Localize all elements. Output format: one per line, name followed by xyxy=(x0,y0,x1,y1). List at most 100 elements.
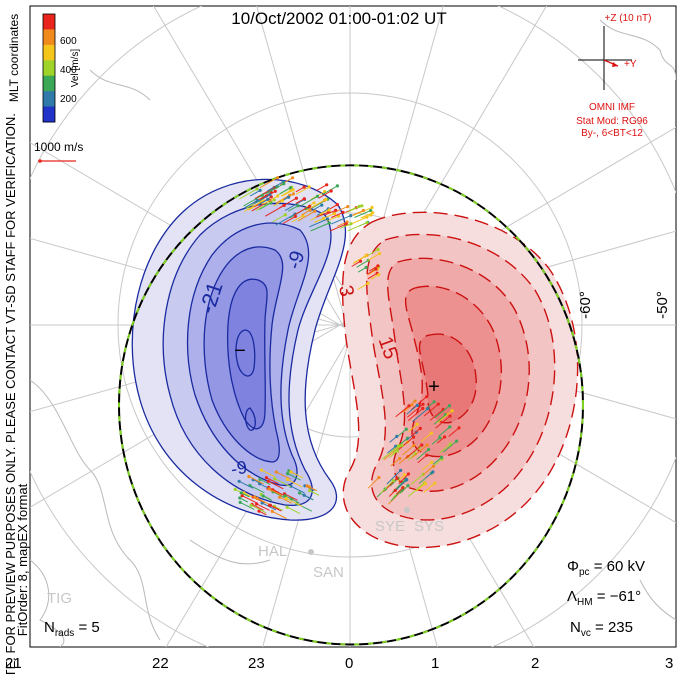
mlt-tick-0: 0 xyxy=(345,655,353,672)
velocity-vector-origin xyxy=(406,484,410,488)
velocity-vector-origin xyxy=(391,479,395,483)
velocity-vector xyxy=(423,403,439,417)
velocity-vector xyxy=(254,187,275,200)
velocity-vector-origin xyxy=(308,488,312,493)
velocity-vector-origin xyxy=(274,470,278,474)
station-sys: SYS xyxy=(414,518,444,535)
velocity-vector-origin xyxy=(308,204,312,208)
velocity-vector-origin xyxy=(400,443,404,447)
velocity-vector xyxy=(259,478,271,486)
velocity-vector-origin xyxy=(272,198,276,202)
velocity-vector-origin xyxy=(374,267,378,271)
velocity-vector xyxy=(295,198,305,205)
velocity-vector xyxy=(367,268,377,275)
velocity-vector-origin xyxy=(276,194,280,198)
velocity-vector-origin xyxy=(412,443,416,448)
velocity-vector-origin xyxy=(249,503,253,507)
velocity-vector-origin xyxy=(291,176,295,180)
velocity-vector xyxy=(273,200,283,207)
velocity-vector xyxy=(387,445,397,454)
velocity-vector xyxy=(257,198,269,206)
velocity-vector xyxy=(388,490,403,505)
velocity-vector-origin xyxy=(443,435,447,439)
velocity-vector xyxy=(395,405,410,418)
velocity-vector xyxy=(389,450,398,458)
velocity-vector-origin xyxy=(335,203,339,207)
potential-label-neg9-top: -9 xyxy=(283,248,309,272)
velocity-vector-origin xyxy=(365,221,369,225)
velocity-vector-origin xyxy=(293,214,297,218)
velocity-vector-origin xyxy=(376,247,380,252)
velocity-vector-origin xyxy=(377,475,381,480)
velocity-vector xyxy=(309,218,328,228)
potential-max-marker: + xyxy=(428,376,440,398)
velocity-vector xyxy=(310,204,323,212)
velocity-vector xyxy=(251,503,264,511)
velocity-vector-origin xyxy=(457,426,461,430)
velocity-vector xyxy=(256,498,267,504)
positive-cell xyxy=(342,212,578,548)
velocity-vector-origin xyxy=(285,505,289,509)
velocity-vector-origin xyxy=(438,436,442,440)
velocity-vector xyxy=(390,488,403,502)
velocity-vector-origin xyxy=(260,193,264,197)
velocity-vector xyxy=(402,445,415,456)
velocity-vector-origin xyxy=(421,402,425,406)
velocity-vector-origin xyxy=(407,404,411,408)
velocity-vector xyxy=(329,223,347,232)
colorbar-label: Vel [m/s] xyxy=(70,49,81,88)
velocity-vector xyxy=(266,183,285,195)
velocity-vector-origin xyxy=(302,185,306,189)
velocity-vector-origin xyxy=(425,395,429,399)
mlt-tick-2: 2 xyxy=(531,655,539,672)
velocity-vector xyxy=(255,199,275,212)
velocity-vector xyxy=(406,403,424,418)
velocity-vector-origin xyxy=(420,443,424,447)
velocity-vector xyxy=(262,495,273,501)
station-san: SAN xyxy=(313,564,344,581)
velocity-vector-origin xyxy=(426,407,430,411)
velocity-vector xyxy=(407,482,425,497)
velocity-vector xyxy=(331,211,344,218)
velocity-vector xyxy=(241,495,258,504)
velocity-vector-origin xyxy=(264,476,268,480)
velocity-vector xyxy=(436,410,453,424)
colorbar-segment xyxy=(43,91,55,108)
velocity-vector-origin xyxy=(288,186,292,190)
velocity-vector xyxy=(248,476,264,485)
velocity-vector-origin xyxy=(402,473,406,477)
velocity-vector-origin xyxy=(334,208,338,212)
velocity-vector-origin xyxy=(415,403,419,407)
velocity-vector-origin xyxy=(404,427,408,431)
velocity-vector-origin xyxy=(425,453,429,457)
imf-dial xyxy=(578,26,632,90)
velocity-vector-origin xyxy=(327,221,331,225)
velocity-vector-origin xyxy=(364,253,368,257)
velocity-vector xyxy=(243,492,253,498)
velocity-vector-origin xyxy=(289,188,293,193)
velocity-vector xyxy=(439,443,451,454)
velocity-vector xyxy=(287,205,299,212)
velocity-vector xyxy=(306,198,327,211)
preview-notice: NOTE: FOR PREVIEW PURPOSES ONLY. PLEASE … xyxy=(3,113,18,674)
velocity-vector xyxy=(332,206,348,214)
velocity-vector-origin xyxy=(297,491,302,495)
stat-n-vc: Nvc = 235 xyxy=(570,619,633,639)
velocity-vector xyxy=(316,184,327,192)
velocity-vector-origin xyxy=(346,205,350,209)
velocity-vector-origin xyxy=(253,495,257,499)
velocity-vector xyxy=(367,477,380,489)
mlt-axis: 21 22 23 0 1 2 3 xyxy=(5,655,673,672)
velocity-scale-label: 1000 m/s xyxy=(34,140,83,154)
velocity-vector-origin xyxy=(261,494,265,498)
velocity-vector-origin xyxy=(296,204,300,208)
velocity-vector-origin xyxy=(371,211,375,215)
velocity-vector-origin xyxy=(448,442,452,446)
negative-cell xyxy=(132,179,346,521)
velocity-vector-origin xyxy=(273,189,277,193)
velocity-vector-origin xyxy=(369,208,373,213)
fit-info: FitOrder: 8, mapEX format xyxy=(15,483,30,636)
velocity-vector xyxy=(392,444,403,454)
velocity-vector xyxy=(261,469,276,478)
